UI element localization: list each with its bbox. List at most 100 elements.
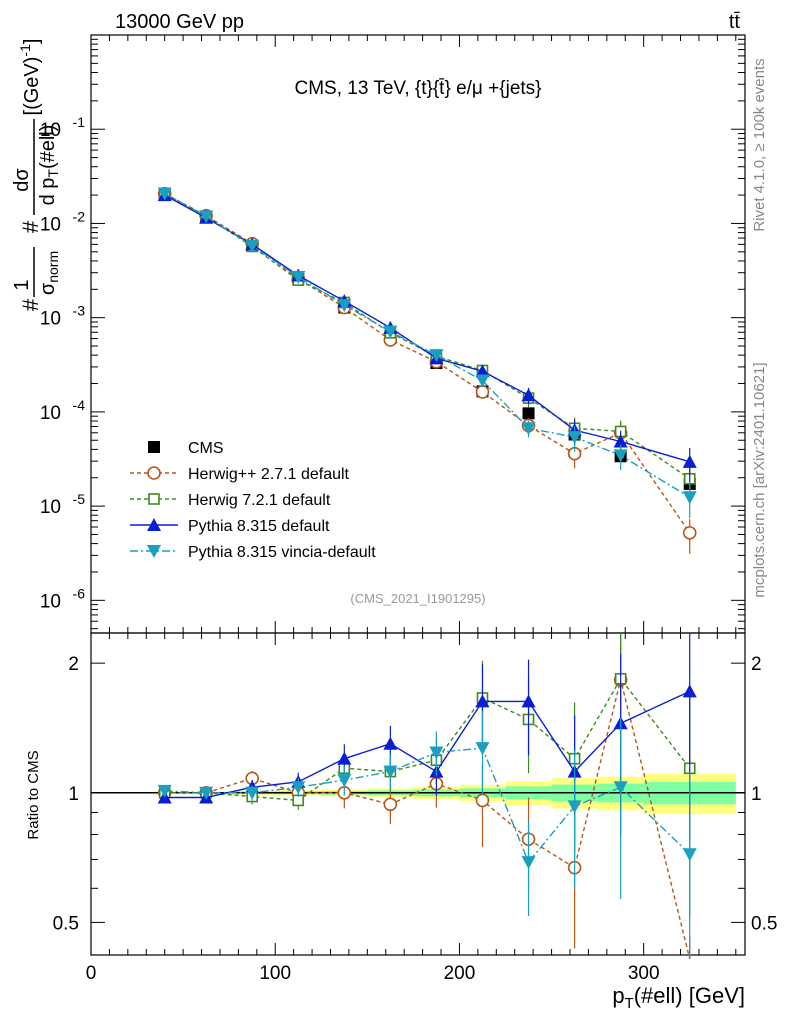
data-point: [429, 349, 444, 363]
y-tick-label: 10: [40, 120, 61, 141]
data-point: [199, 210, 214, 224]
svg-text:σnorm: σnorm: [37, 251, 61, 295]
x-axis-label: pT(#ell) [GeV]: [612, 983, 745, 1012]
legend-entry: Herwig++ 2.7.1 default: [130, 466, 350, 483]
ratio-data-point: [682, 848, 697, 862]
rivet-label: Rivet 4.1.0, ≥ 100k events: [751, 58, 768, 231]
ratio-data-point: [613, 781, 628, 795]
x-tick-label: 300: [628, 963, 660, 984]
ratio-y-tick-label-right: 1: [751, 784, 762, 805]
svg-text:pT(#ell) [GeV]: pT(#ell) [GeV]: [612, 983, 745, 1012]
svg-text:#: #: [18, 220, 43, 233]
y-tick-label: 10: [40, 591, 61, 612]
ratio-series-line: [164, 690, 691, 799]
ratio-data-point: [383, 736, 398, 750]
ratio-data-point: [291, 781, 306, 795]
y-tick-label-exponent: -1: [73, 114, 86, 130]
data-point: [682, 526, 697, 540]
ratio-y-tick-label: 1: [68, 784, 79, 805]
legend-label: Pythia 8.315 vincia-default: [188, 544, 376, 561]
data-point: [475, 385, 490, 399]
x-tick-label: 100: [259, 963, 291, 984]
mcplots-label: mcplots.cern.ch [arXiv:2401.10621]: [751, 362, 768, 597]
ratio-data-point: [521, 856, 536, 870]
series-line: [164, 193, 691, 534]
ratio-data-point: [199, 786, 214, 800]
series-4: [157, 187, 697, 519]
svg-text:dσ: dσ: [11, 168, 33, 192]
y-tick-label-exponent: -4: [73, 397, 86, 413]
ratio-data-point: [157, 784, 172, 798]
data-point: [522, 407, 535, 420]
ratio-series-1: [158, 633, 696, 918]
ratio-data-point: [475, 694, 490, 708]
ratio-data-point: [521, 694, 536, 708]
data-point: [291, 271, 306, 285]
series-line: [164, 193, 691, 480]
ratio-series-line: [164, 747, 691, 864]
final-state-label: tt̄: [729, 11, 741, 33]
ratio-data-point: [475, 793, 490, 808]
ratio-data-point: [292, 794, 305, 807]
series-0: [158, 188, 696, 490]
ratio-y-tick-label: 0.5: [53, 913, 79, 934]
ratio-data-point: [383, 765, 398, 779]
y-tick-label: 10: [40, 214, 61, 235]
svg-text:[(GeV)-1]: [(GeV)-1]: [17, 39, 43, 116]
ratio-series-3: [157, 710, 697, 959]
ratio-y-tick-label-right: 0.5: [751, 913, 777, 934]
series-line: [164, 194, 690, 463]
ratio-frame: [90, 632, 746, 956]
data-point: [613, 434, 628, 448]
ratio-data-point: [682, 684, 697, 698]
legend-marker: [147, 518, 161, 531]
main-ylabel: #1 σnorm # dσ d pT(#ell) [(GeV)-1]: [11, 39, 61, 312]
ratio-series-line: [164, 677, 691, 802]
series-2: [158, 187, 696, 500]
y-tick-label-exponent: -6: [73, 585, 86, 601]
series-3: [157, 188, 697, 483]
ratio-data-point: [475, 742, 490, 756]
legend-marker: [147, 466, 161, 480]
data-point: [567, 431, 582, 445]
ratio-ylabel: Ratio to CMS: [25, 750, 42, 839]
y-tick-label-exponent: -5: [73, 491, 86, 507]
data-point: [337, 299, 352, 313]
legend-entry: Pythia 8.315 vincia-default: [130, 544, 376, 561]
legend-entry: Pythia 8.315 default: [130, 518, 330, 535]
ratio-data-point: [245, 786, 260, 800]
legend: CMS Herwig++ 2.7.1 default Herwig 7.2.1 de…: [130, 440, 376, 561]
legend-marker: [147, 545, 161, 558]
y-tick-label: 10: [40, 497, 61, 518]
x-tick-label: 0: [86, 963, 97, 984]
x-tick-label: 200: [444, 963, 476, 984]
legend-label: CMS: [188, 440, 224, 457]
analysis-watermark: (CMS_2021_I1901295): [350, 591, 485, 606]
main-plot-panel: 10 -6 10 -5 10 -4 10 -3 10 -2 10 -1: [40, 34, 746, 634]
data-point: [682, 454, 697, 468]
ratio-series-2: [157, 633, 697, 853]
data-point: [475, 364, 490, 378]
y-tick-label-exponent: -3: [73, 303, 86, 319]
ratio-data-point: [383, 797, 398, 812]
data-point: [682, 491, 697, 505]
data-point: [475, 374, 490, 388]
ratio-y-tick-label-right: 2: [751, 654, 762, 675]
data-point: [521, 388, 536, 402]
legend-entry: CMS: [148, 440, 224, 457]
data-point: [157, 187, 172, 201]
legend-marker: [148, 493, 160, 505]
legend-label: Herwig 7.2.1 default: [188, 492, 331, 509]
svg-text:d pT(#ell): d pT(#ell): [37, 125, 61, 206]
legend-marker: [148, 441, 160, 453]
ratio-data-point: [429, 746, 444, 760]
data-point: [521, 422, 536, 436]
chart-title: CMS, 13 TeV, {t}{t̄} e/μ +{jets}: [294, 78, 541, 99]
y-tick-label-exponent: -2: [73, 208, 86, 224]
y-tick-label: 10: [40, 309, 61, 330]
ratio-data-point: [337, 751, 352, 765]
ratio-plot-panel: 0 100 200 300 0.5 0.5 1 1 2 2: [53, 632, 777, 984]
legend-label: Pythia 8.315 default: [188, 518, 330, 535]
legend-entry: Herwig 7.2.1 default: [130, 492, 331, 509]
